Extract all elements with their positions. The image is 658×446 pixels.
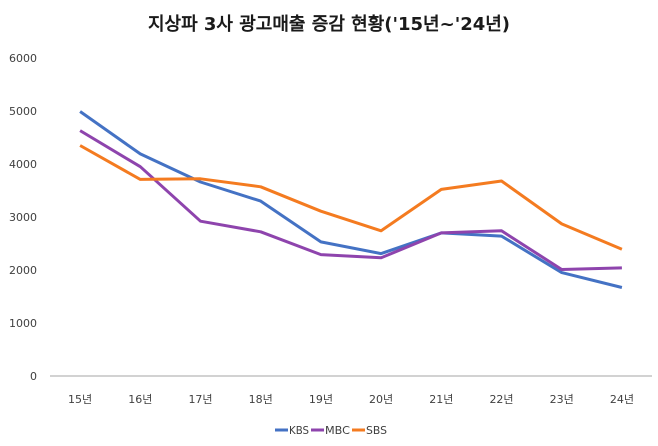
chart-title: 지상파 3사 광고매출 증감 현황('15년~'24년) xyxy=(147,14,511,35)
y-tick-label: 3000 xyxy=(9,211,37,224)
x-tick-label: 22년 xyxy=(489,393,513,406)
x-tick-label: 24년 xyxy=(610,393,634,406)
legend-label-mbc: MBC xyxy=(325,424,350,437)
x-tick-label: 23년 xyxy=(550,393,574,406)
series-line-sbs xyxy=(79,144,623,251)
x-tick-label: 17년 xyxy=(188,393,212,406)
y-tick-label: 4000 xyxy=(9,158,37,171)
y-tick-label: 6000 xyxy=(9,52,37,65)
y-tick-label: 0 xyxy=(30,370,37,383)
series-line-mbc xyxy=(79,129,622,271)
y-tick-label: 5000 xyxy=(9,105,37,118)
x-tick-label: 15년 xyxy=(68,393,92,406)
x-tick-label: 16년 xyxy=(128,393,152,406)
legend: KBS MBC SBS xyxy=(275,424,387,437)
x-tick-label: 21년 xyxy=(429,393,453,406)
y-axis-ticks: 0 1000 2000 3000 4000 5000 6000 xyxy=(9,52,37,383)
legend-label-kbs: KBS xyxy=(289,424,309,437)
series-lines xyxy=(79,110,623,289)
series-line-kbs xyxy=(79,110,623,289)
y-tick-label: 1000 xyxy=(9,317,37,330)
x-tick-label: 20년 xyxy=(369,393,393,406)
x-tick-label: 18년 xyxy=(249,393,273,406)
x-tick-label: 19년 xyxy=(309,393,333,406)
x-axis-ticks: 15년 16년 17년 18년 19년 20년 21년 22년 23년 24년 xyxy=(68,393,634,406)
y-tick-label: 2000 xyxy=(9,264,37,277)
legend-label-sbs: SBS xyxy=(366,424,387,437)
